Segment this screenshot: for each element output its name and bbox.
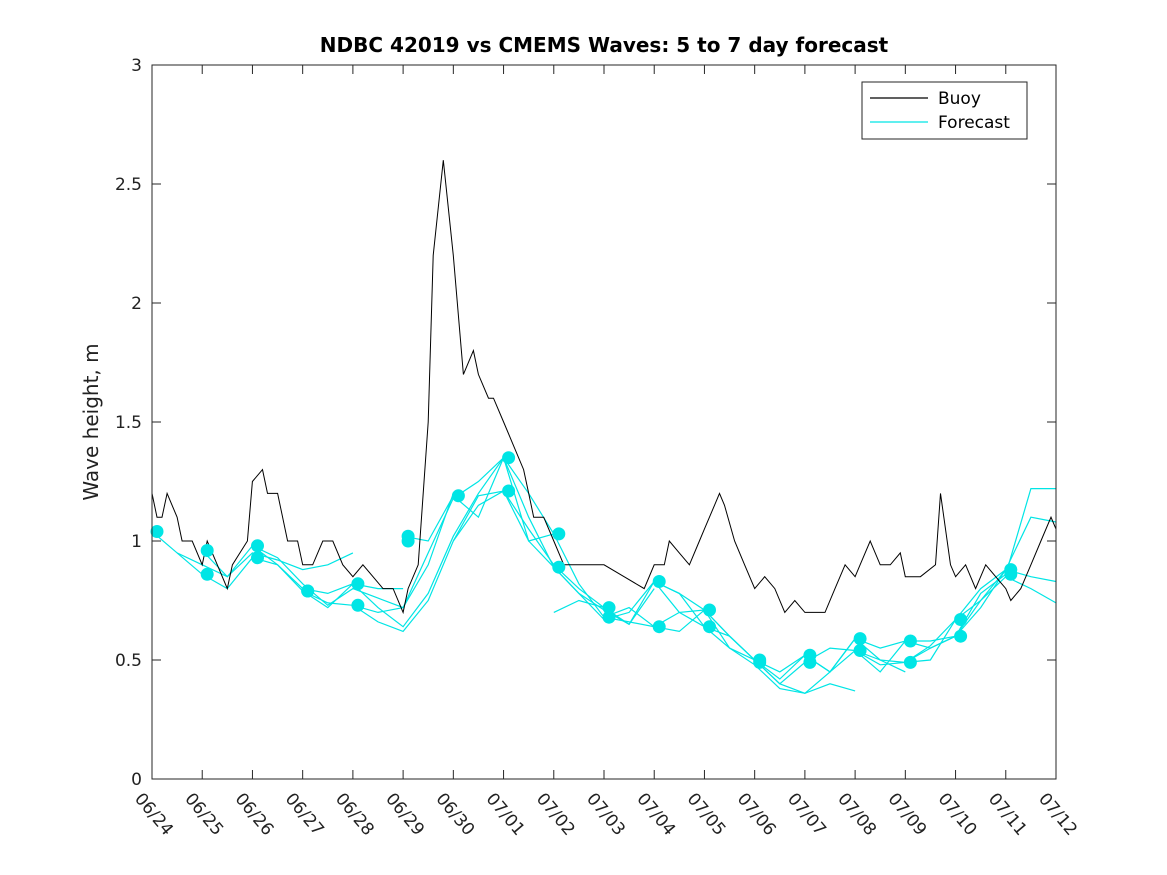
x-tick-label: 07/02 (532, 789, 579, 839)
chart-title: NDBC 42019 vs CMEMS Waves: 5 to 7 day fo… (320, 33, 889, 57)
y-axis-label: Wave height, m (79, 343, 103, 500)
forecast-marker (753, 655, 767, 669)
forecast-marker (351, 577, 365, 591)
buoy-series-line (151, 160, 1057, 615)
forecast-marker (803, 655, 817, 669)
x-tick-label: 06/29 (381, 789, 428, 839)
forecast-marker (954, 629, 968, 643)
x-tick-label: 06/25 (180, 789, 227, 839)
y-tick-label: 1 (131, 532, 142, 552)
forecast-marker (602, 601, 616, 615)
forecast-marker (301, 584, 315, 598)
forecast-marker (251, 551, 264, 565)
x-tick-label: 06/24 (130, 789, 177, 839)
forecast-series-line-14 (804, 488, 1056, 673)
forecast-marker (903, 634, 917, 648)
forecast-series-line-0 (151, 531, 354, 578)
legend-label-1: Forecast (938, 113, 1010, 133)
forecast-marker (853, 644, 867, 657)
forecast-marker (853, 632, 867, 646)
x-tick-label: 07/09 (884, 789, 931, 839)
x-tick-label: 06/30 (432, 789, 479, 839)
legend-box (861, 81, 1028, 140)
forecast-marker (703, 620, 716, 634)
x-tick-label: 07/07 (783, 789, 830, 839)
series-layer (150, 160, 1057, 694)
x-tick-label: 07/03 (582, 789, 629, 839)
x-tick-label: 07/11 (984, 789, 1031, 839)
forecast-marker (602, 610, 616, 624)
x-tick-label: 07/06 (733, 789, 780, 839)
forecast-marker (251, 539, 264, 553)
y-tick-label: 2.5 (115, 175, 142, 195)
forecast-marker (652, 620, 666, 634)
forecast-marker (552, 560, 566, 574)
x-tick-label: 06/28 (331, 789, 378, 839)
x-tick-label: 06/27 (281, 789, 328, 839)
forecast-marker (903, 655, 917, 669)
forecast-marker (200, 567, 214, 581)
forecast-series-line-1 (176, 552, 404, 595)
forecast-marker (552, 527, 566, 541)
plot-area (152, 65, 1056, 779)
x-tick-label: 07/04 (632, 789, 679, 839)
x-tick-label: 07/12 (1034, 789, 1081, 839)
forecast-marker (502, 451, 516, 465)
legend: Buoy Forecast (861, 81, 1028, 140)
forecast-marker (703, 603, 716, 617)
y-tick-label: 2 (131, 294, 142, 314)
forecast-marker (502, 484, 516, 498)
forecast-marker (652, 575, 666, 588)
forecast-marker (150, 525, 164, 538)
x-tick-label: 06/26 (231, 789, 278, 839)
x-tick-label: 07/05 (683, 789, 730, 839)
plot-background (152, 65, 1056, 779)
forecast-series-line-4 (302, 456, 555, 628)
forecast-marker (451, 489, 465, 503)
forecast-series-line-13 (754, 569, 1007, 694)
y-tick-label: 1.5 (115, 413, 142, 433)
forecast-marker (401, 534, 415, 548)
forecast-marker (1004, 567, 1018, 581)
y-tick-label: 0.5 (115, 651, 142, 671)
forecast-marker (954, 613, 968, 626)
forecast-marker (200, 544, 214, 557)
legend-label-0: Buoy (938, 89, 981, 109)
x-tick-label: 07/08 (833, 789, 880, 839)
forecast-series-line-2 (201, 493, 454, 614)
x-tick-label: 07/10 (934, 789, 981, 839)
forecast-marker (351, 598, 365, 612)
y-tick-label: 3 (131, 56, 142, 76)
x-tick-label: 07/01 (482, 789, 529, 839)
forecast-series-line-16 (905, 568, 1057, 663)
y-tick-label: 0 (131, 770, 142, 790)
